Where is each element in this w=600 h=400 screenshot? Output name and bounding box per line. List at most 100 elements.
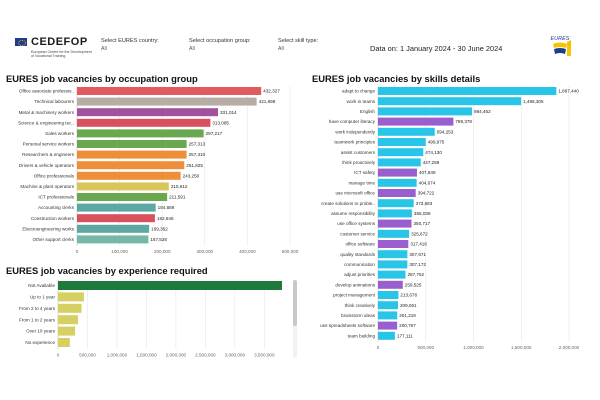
- bar[interactable]: [378, 199, 414, 208]
- cedefop-logo-subtitle: European Centre for the Development of V…: [31, 50, 92, 59]
- bar[interactable]: [378, 107, 473, 116]
- bar[interactable]: [77, 140, 187, 148]
- bar[interactable]: [378, 148, 424, 157]
- category-label: Electroengineering works: [22, 226, 74, 231]
- filter-occupation[interactable]: Select occupation group: All: [189, 38, 251, 52]
- experience-scrollbar[interactable]: [293, 280, 297, 358]
- category-label: think creatively: [345, 303, 376, 308]
- cedefop-logo[interactable]: CEDEFOP: [31, 36, 88, 48]
- occupation-panel-title: EURES job vacancies by occupation group: [6, 73, 198, 84]
- filter-skill-type[interactable]: Select skill type: All: [278, 38, 318, 52]
- x-tick-label: 500,000: [79, 352, 96, 357]
- filter-country[interactable]: Select EURES country: All: [101, 38, 159, 52]
- bar[interactable]: [378, 331, 395, 340]
- bar-value-label: 373,683: [416, 201, 433, 206]
- bar[interactable]: [378, 240, 409, 248]
- bar-value-label: 259,525: [405, 282, 422, 287]
- bar[interactable]: [378, 168, 417, 177]
- bar[interactable]: [378, 280, 403, 289]
- bar[interactable]: [77, 108, 219, 117]
- bar[interactable]: [378, 250, 408, 259]
- bar[interactable]: [378, 270, 406, 279]
- bar[interactable]: [77, 87, 262, 95]
- bar-value-label: 1,498,305: [523, 99, 544, 104]
- eures-logo[interactable]: EURES: [545, 30, 575, 58]
- category-label: Science & engineering tec..: [18, 120, 74, 125]
- bar[interactable]: [77, 182, 169, 191]
- bar[interactable]: [58, 292, 84, 302]
- bar-value-label: 251,825: [186, 163, 203, 168]
- skills-panel-title: EURES job vacancies by skills details: [312, 73, 481, 84]
- bar[interactable]: [77, 118, 211, 127]
- bar[interactable]: [77, 161, 185, 170]
- bar[interactable]: [378, 97, 522, 106]
- bar[interactable]: [77, 203, 156, 212]
- bar-value-label: 317,416: [410, 242, 427, 247]
- bar-value-label: 394,722: [418, 191, 435, 196]
- bar-value-label: 404,674: [419, 180, 436, 185]
- bar[interactable]: [58, 338, 70, 347]
- category-label: Office associate professio..: [19, 89, 74, 94]
- bar[interactable]: [378, 189, 416, 197]
- category-label: work in teams: [347, 99, 376, 104]
- bar-value-label: 169,362: [151, 226, 168, 231]
- bar-value-label: 984,462: [474, 109, 491, 114]
- category-label: adjust priorities: [344, 272, 376, 277]
- date-range-text: Data on: 1 January 2024 - 30 June 2024: [370, 44, 503, 53]
- bar[interactable]: [58, 303, 82, 313]
- bar[interactable]: [378, 219, 412, 228]
- bar[interactable]: [378, 127, 435, 136]
- bar-value-label: 209,061: [400, 303, 417, 308]
- bar-value-label: 287,752: [407, 272, 424, 277]
- category-label: team building: [348, 333, 376, 338]
- category-label: Machine & plant operators: [20, 184, 74, 189]
- bar[interactable]: [378, 321, 398, 330]
- category-label: Up to 1 year: [30, 295, 55, 300]
- eures-logo-text: EURES: [551, 36, 570, 42]
- occupation-chart[interactable]: 0 100,000 200,000 300,000 400,000 500,000 Offi…: [0, 84, 300, 260]
- bar[interactable]: [378, 117, 454, 126]
- filter-country-value[interactable]: All: [101, 46, 107, 52]
- bar[interactable]: [378, 229, 410, 238]
- bar[interactable]: [378, 301, 398, 310]
- bar[interactable]: [58, 315, 79, 325]
- bar[interactable]: [378, 209, 412, 218]
- experience-chart[interactable]: 0 500,000 1,000,000 1,500,000 2,000,000 2,500…: [0, 278, 300, 362]
- experience-scrollbar-thumb[interactable]: [293, 280, 297, 326]
- bar[interactable]: [378, 260, 408, 269]
- bar[interactable]: [378, 178, 417, 187]
- bar[interactable]: [378, 158, 421, 167]
- bar[interactable]: [77, 171, 181, 180]
- category-label: assist customers: [341, 150, 376, 155]
- x-tick-label: 2,000,000: [166, 352, 187, 357]
- bar[interactable]: [58, 326, 76, 336]
- bar[interactable]: [58, 281, 282, 290]
- bar[interactable]: [77, 214, 155, 223]
- bar[interactable]: [77, 150, 187, 159]
- category-label: have computer literacy: [329, 119, 376, 124]
- filter-skill-type-value[interactable]: All: [278, 46, 284, 52]
- bar[interactable]: [77, 224, 150, 233]
- bar[interactable]: [378, 138, 426, 146]
- x-tick-label: 500,000: [417, 345, 434, 350]
- bar-value-label: 200,767: [399, 323, 416, 328]
- category-label: From 2 to 4 years: [19, 306, 56, 311]
- bar[interactable]: [77, 97, 257, 106]
- bar[interactable]: [77, 235, 149, 244]
- bar[interactable]: [378, 311, 398, 320]
- bar[interactable]: [77, 129, 204, 138]
- x-tick-label: 300,000: [196, 249, 213, 254]
- bar[interactable]: [378, 291, 399, 299]
- category-label: manage time: [348, 180, 375, 185]
- bar[interactable]: [378, 87, 557, 95]
- bar-value-label: 211,591: [169, 195, 186, 200]
- experience-panel-title: EURES job vacancies by experience requir…: [6, 265, 208, 276]
- bar-value-label: 167,528: [150, 237, 167, 242]
- bar-value-label: 594,253: [437, 129, 454, 134]
- category-label: use microsoft office: [336, 191, 376, 196]
- skills-chart[interactable]: 0 500,000 1,000,000 1,500,000 2,000,000 adapt…: [305, 84, 595, 366]
- bar-value-label: 350,717: [413, 221, 430, 226]
- bar-value-label: 421,698: [259, 99, 276, 104]
- bar[interactable]: [77, 193, 168, 201]
- filter-occupation-value[interactable]: All: [189, 46, 195, 52]
